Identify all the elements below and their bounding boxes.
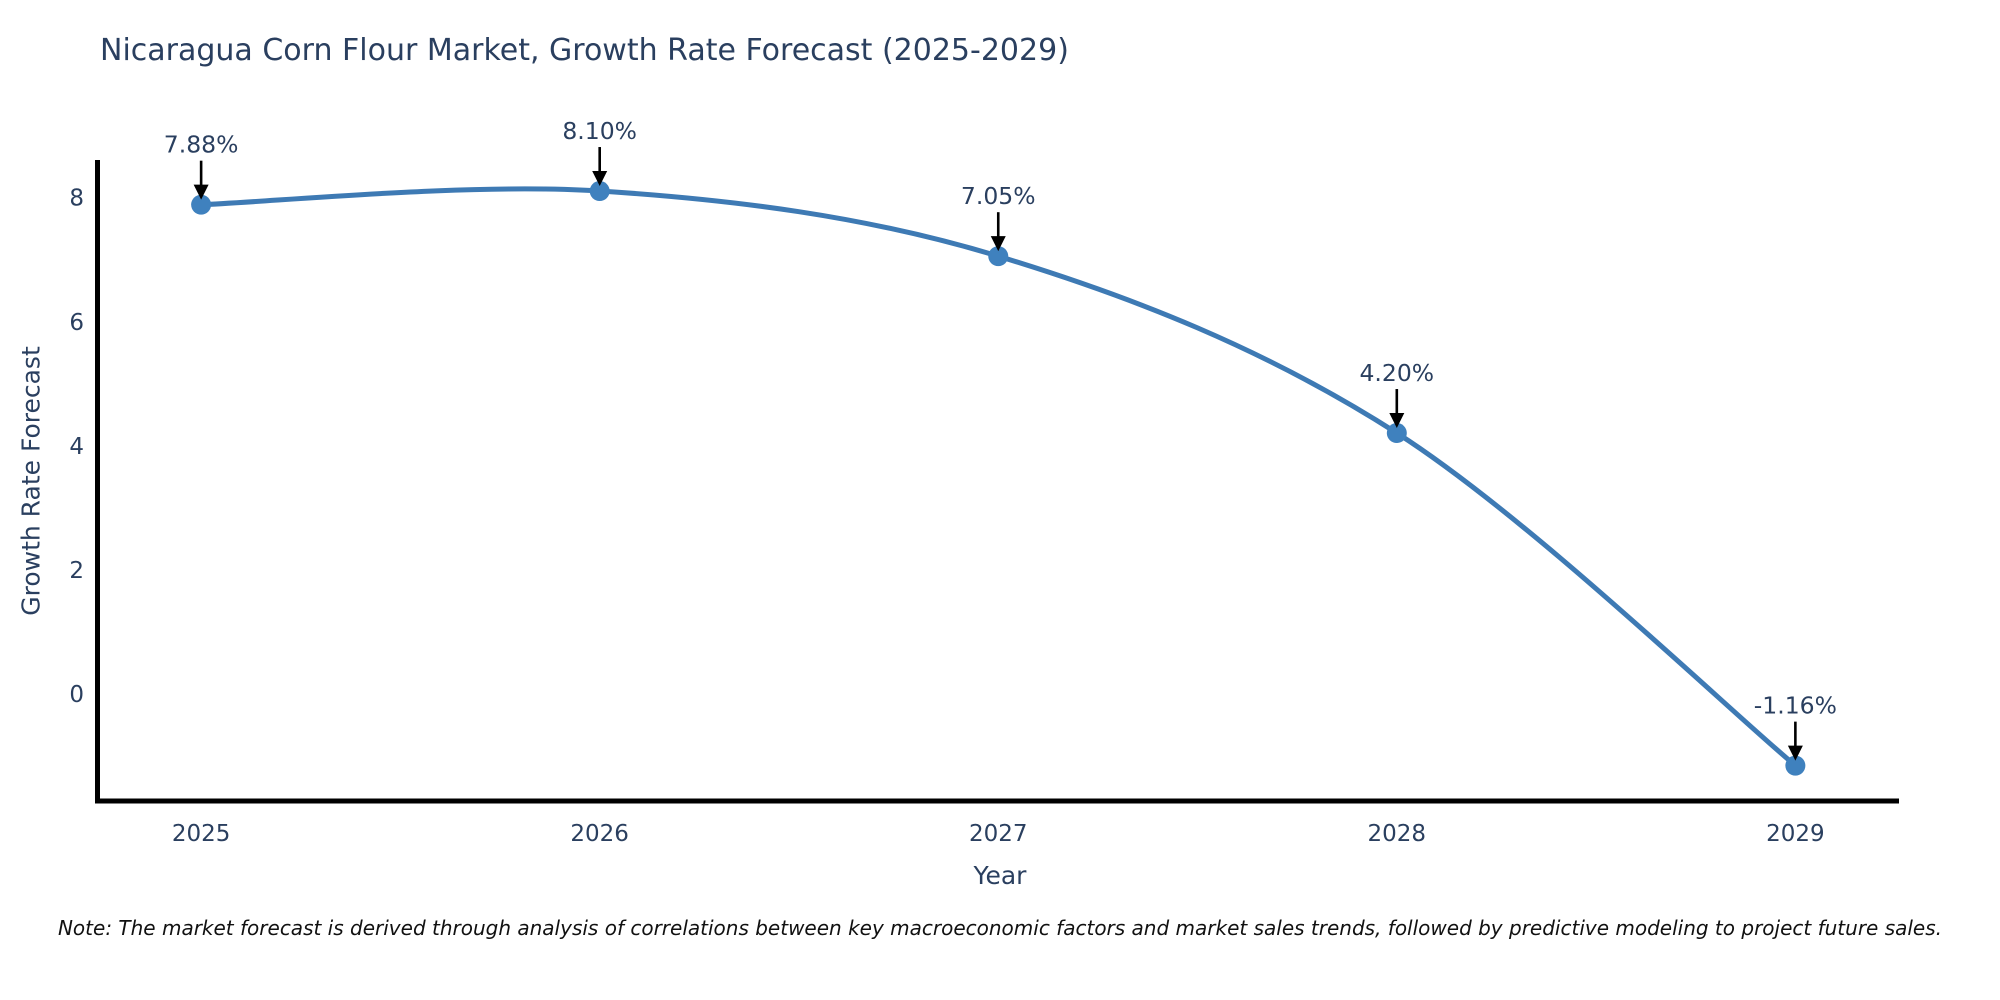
annotation-arrowhead bbox=[990, 236, 1006, 252]
annotation-arrowhead bbox=[592, 171, 608, 187]
y-tick-label: 0 bbox=[69, 682, 84, 708]
data-point-marker bbox=[1785, 755, 1806, 776]
data-point-marker bbox=[589, 181, 610, 202]
y-axis-title: Growth Rate Forecast bbox=[16, 346, 46, 616]
annotation-arrowhead bbox=[1389, 413, 1405, 429]
y-tick-label: 2 bbox=[69, 558, 84, 584]
data-point-marker bbox=[988, 246, 1009, 267]
annotation-label: 7.88% bbox=[164, 131, 239, 159]
footnote: Note: The market forecast is derived thr… bbox=[57, 916, 1943, 940]
x-tick-label: 2026 bbox=[570, 821, 629, 847]
x-tick-label: 2029 bbox=[1766, 821, 1825, 847]
data-point-marker bbox=[191, 194, 212, 215]
x-tick-label: 2025 bbox=[172, 821, 231, 847]
annotation-label: -1.16% bbox=[1754, 692, 1837, 720]
data-point-marker bbox=[1386, 423, 1407, 444]
annotation-arrowhead bbox=[193, 184, 209, 200]
annotation-label: 8.10% bbox=[562, 117, 637, 145]
y-tick-label: 4 bbox=[69, 434, 84, 460]
forecast-line bbox=[198, 186, 1798, 769]
annotation-arrowhead bbox=[1787, 745, 1803, 761]
annotation-label: 4.20% bbox=[1359, 359, 1434, 387]
chart-title: Nicaragua Corn Flour Market, Growth Rate… bbox=[100, 33, 1069, 68]
y-tick-label: 8 bbox=[69, 186, 84, 212]
x-tick-label: 2027 bbox=[969, 821, 1028, 847]
annotation-label: 7.05% bbox=[961, 182, 1036, 210]
x-axis-title: Year bbox=[973, 861, 1027, 890]
y-tick-label: 6 bbox=[69, 310, 84, 336]
x-tick-label: 2028 bbox=[1368, 821, 1427, 847]
